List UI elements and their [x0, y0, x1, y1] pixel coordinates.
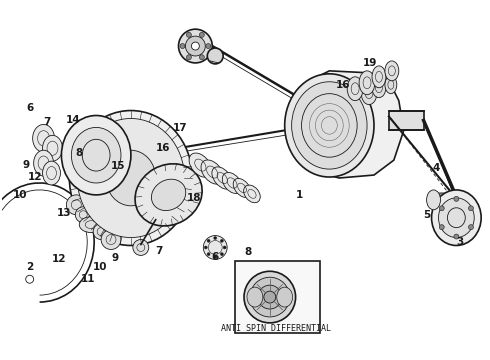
- Circle shape: [250, 277, 290, 317]
- Ellipse shape: [427, 190, 441, 210]
- Circle shape: [258, 285, 282, 309]
- Text: 8: 8: [245, 247, 251, 257]
- Circle shape: [192, 42, 199, 50]
- Circle shape: [185, 36, 205, 56]
- Ellipse shape: [61, 116, 131, 195]
- Ellipse shape: [233, 179, 251, 197]
- Circle shape: [207, 48, 223, 64]
- Circle shape: [178, 29, 212, 63]
- Circle shape: [434, 194, 449, 210]
- Circle shape: [223, 246, 226, 249]
- Text: 15: 15: [111, 161, 125, 171]
- Ellipse shape: [72, 127, 121, 183]
- Ellipse shape: [93, 224, 109, 239]
- Ellipse shape: [439, 198, 474, 238]
- Text: 17: 17: [173, 123, 188, 134]
- Ellipse shape: [101, 230, 121, 249]
- Ellipse shape: [79, 217, 103, 233]
- Ellipse shape: [33, 125, 54, 152]
- Ellipse shape: [277, 287, 293, 307]
- Circle shape: [133, 239, 149, 255]
- Text: 16: 16: [155, 143, 170, 153]
- Circle shape: [204, 246, 207, 249]
- Circle shape: [439, 206, 444, 211]
- Circle shape: [180, 44, 185, 49]
- Ellipse shape: [292, 82, 367, 169]
- Text: 10: 10: [93, 262, 107, 272]
- Circle shape: [199, 55, 204, 60]
- Circle shape: [203, 235, 227, 260]
- Ellipse shape: [189, 153, 212, 177]
- Circle shape: [199, 32, 204, 37]
- Ellipse shape: [361, 81, 377, 105]
- Text: 11: 11: [81, 274, 96, 284]
- Circle shape: [206, 44, 211, 49]
- Polygon shape: [290, 71, 404, 178]
- Circle shape: [468, 206, 473, 211]
- Ellipse shape: [385, 76, 397, 94]
- Text: 9: 9: [111, 253, 119, 264]
- Bar: [235, 261, 320, 333]
- Text: 12: 12: [27, 172, 42, 182]
- Text: 9: 9: [22, 160, 29, 170]
- Text: 14: 14: [66, 116, 81, 126]
- Ellipse shape: [43, 135, 62, 161]
- Text: 16: 16: [336, 80, 350, 90]
- Ellipse shape: [432, 190, 481, 246]
- Ellipse shape: [34, 150, 53, 176]
- Ellipse shape: [347, 77, 363, 100]
- Text: 3: 3: [457, 237, 464, 247]
- Ellipse shape: [66, 195, 86, 215]
- Text: 5: 5: [423, 210, 430, 220]
- Ellipse shape: [359, 71, 375, 95]
- Circle shape: [220, 253, 223, 256]
- Ellipse shape: [222, 172, 242, 193]
- Circle shape: [264, 291, 276, 303]
- Ellipse shape: [151, 179, 186, 211]
- Ellipse shape: [385, 61, 399, 81]
- Ellipse shape: [77, 118, 184, 238]
- Circle shape: [207, 253, 210, 256]
- Circle shape: [187, 55, 192, 60]
- Text: 7: 7: [43, 117, 50, 127]
- Text: 6: 6: [26, 103, 33, 113]
- Circle shape: [468, 225, 473, 230]
- Ellipse shape: [372, 78, 386, 98]
- Text: 8: 8: [75, 148, 83, 158]
- Bar: [389, 111, 424, 130]
- Text: 18: 18: [187, 193, 202, 203]
- Circle shape: [220, 239, 223, 242]
- Text: 19: 19: [363, 58, 377, 68]
- Circle shape: [214, 255, 217, 258]
- Circle shape: [454, 196, 459, 201]
- Text: 10: 10: [13, 190, 27, 200]
- Ellipse shape: [106, 150, 156, 206]
- Circle shape: [439, 225, 444, 230]
- Ellipse shape: [212, 167, 232, 189]
- Circle shape: [207, 239, 210, 242]
- Ellipse shape: [247, 287, 263, 307]
- Ellipse shape: [285, 74, 374, 177]
- Ellipse shape: [372, 66, 386, 88]
- Text: 13: 13: [57, 208, 72, 218]
- Ellipse shape: [244, 185, 260, 203]
- Text: 7: 7: [155, 247, 162, 256]
- Text: 2: 2: [26, 262, 33, 272]
- Text: 4: 4: [433, 163, 440, 173]
- Ellipse shape: [201, 160, 223, 184]
- Circle shape: [454, 234, 459, 239]
- Ellipse shape: [70, 111, 193, 246]
- Ellipse shape: [135, 164, 202, 226]
- Ellipse shape: [75, 207, 91, 223]
- Circle shape: [187, 32, 192, 37]
- Circle shape: [244, 271, 295, 323]
- Ellipse shape: [43, 161, 60, 185]
- Text: 12: 12: [52, 255, 67, 264]
- Text: 6: 6: [212, 252, 219, 262]
- Text: 1: 1: [296, 190, 303, 200]
- Circle shape: [214, 237, 217, 239]
- Text: ANTI SPIN DIFFERENTIAL: ANTI SPIN DIFFERENTIAL: [221, 324, 331, 333]
